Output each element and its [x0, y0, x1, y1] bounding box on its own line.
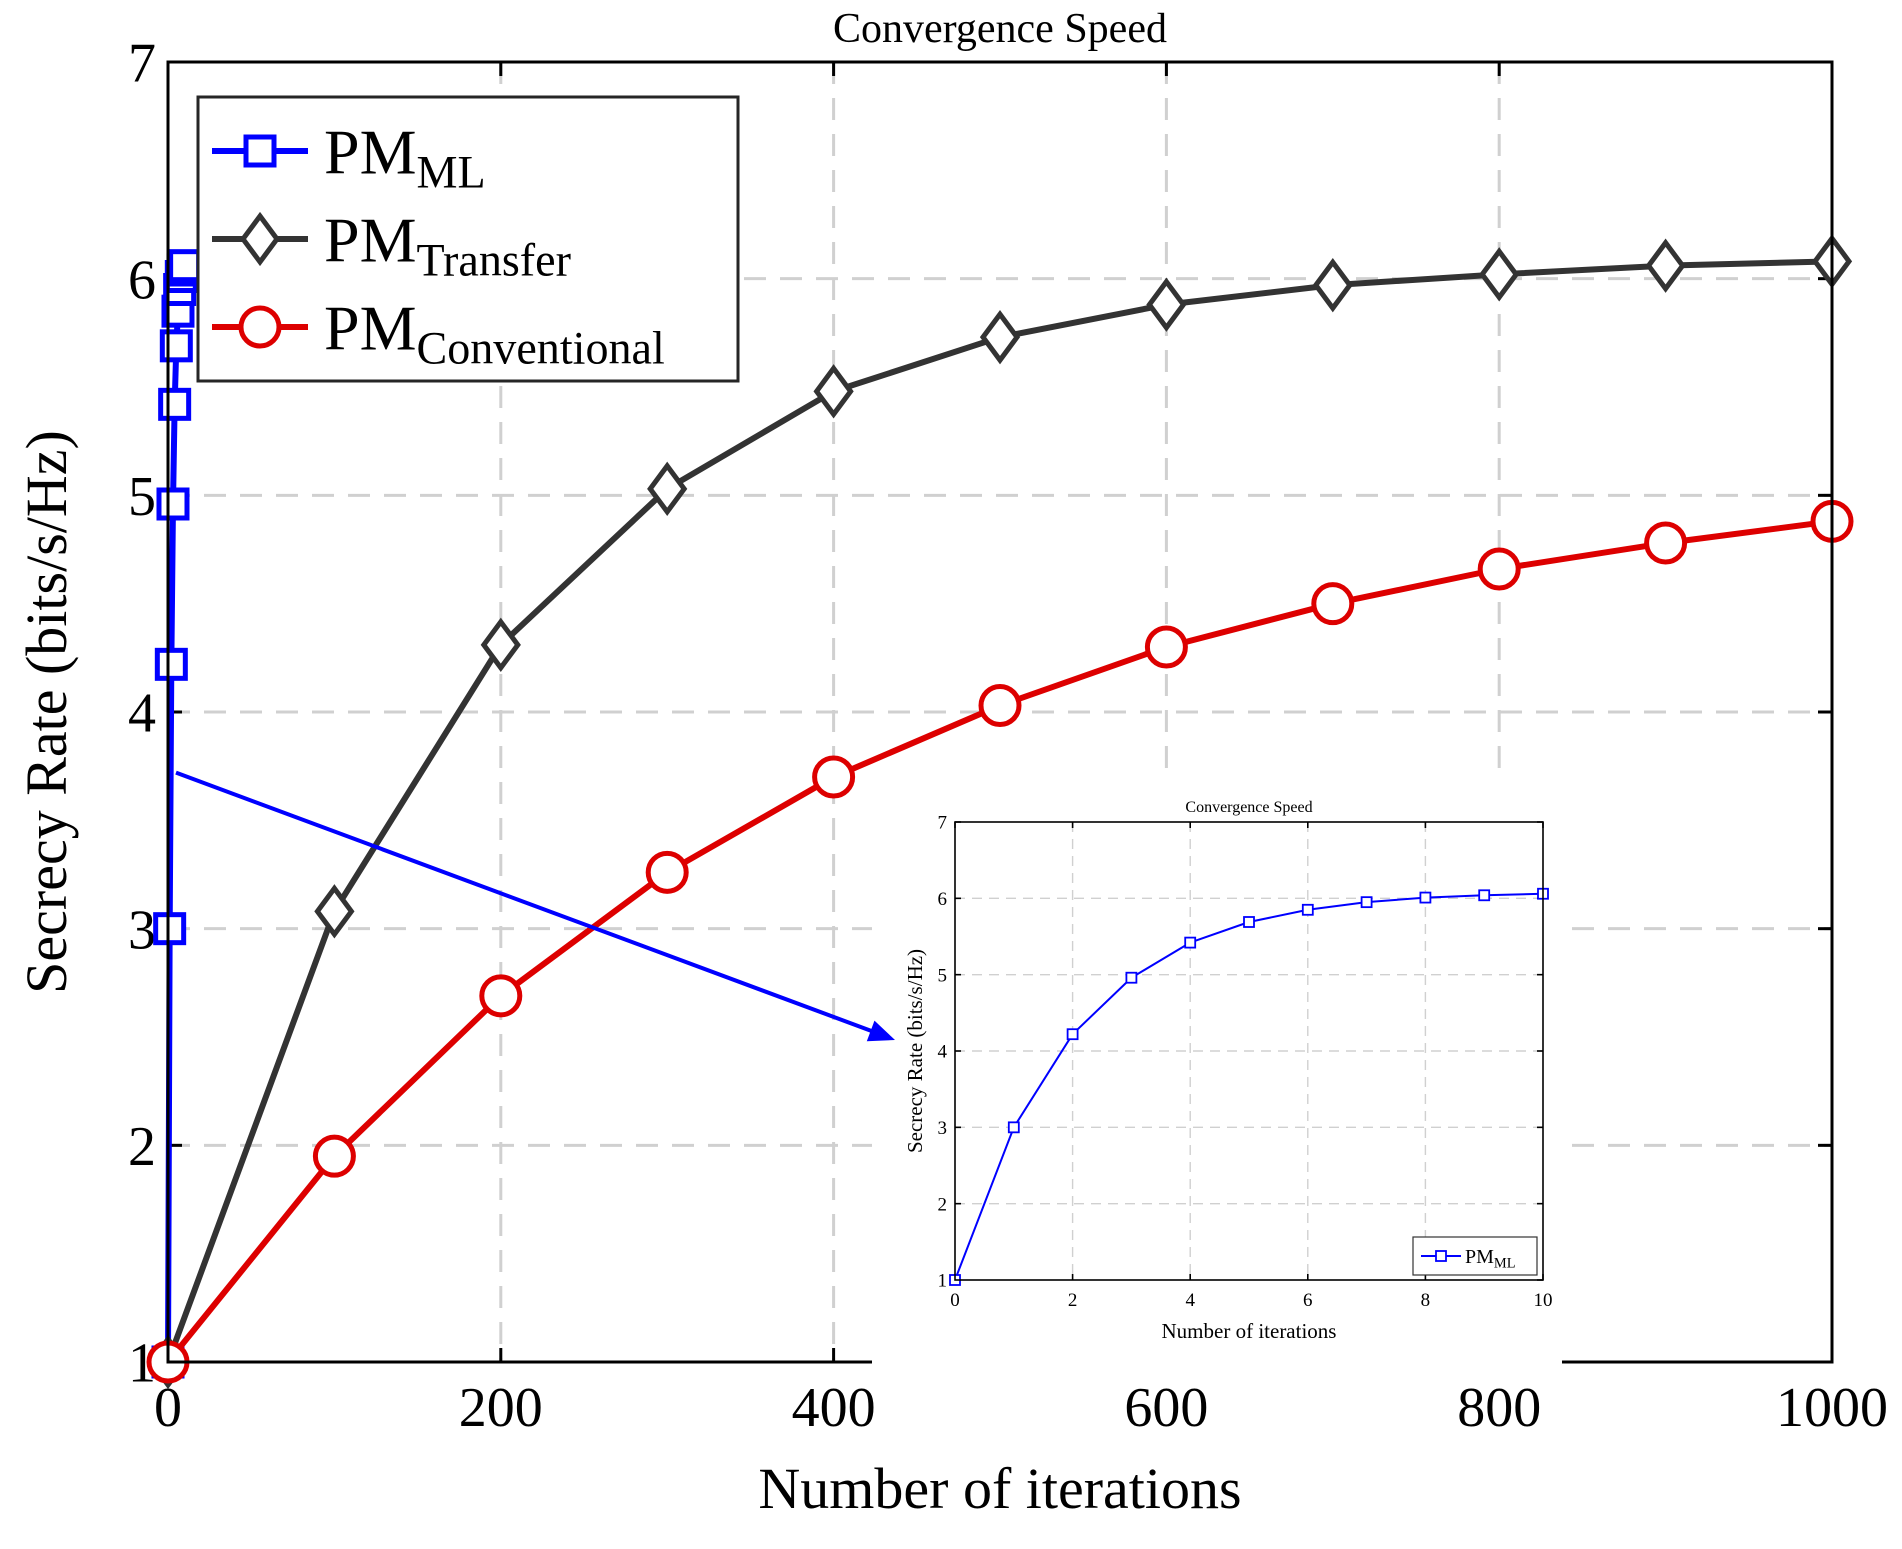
data-point: [1645, 238, 1686, 293]
data-point: [314, 884, 355, 939]
y-tick-label: 5: [938, 965, 948, 986]
data-point: [1184, 936, 1197, 949]
data-point: [1644, 521, 1688, 565]
x-tick-label: 1000: [1776, 1377, 1888, 1439]
legend-item: PMConventional: [212, 292, 665, 373]
y-tick-label: 3: [128, 899, 156, 961]
data-point: [1477, 547, 1521, 591]
legend-label: PMConventional: [324, 292, 665, 373]
data-point: [168, 249, 202, 283]
x-tick-label: 8: [1421, 1290, 1431, 1311]
data-point: [1146, 277, 1187, 332]
data-point: [480, 617, 521, 672]
x-tick-label: 10: [1534, 1290, 1553, 1311]
legend-label-main: PM: [324, 204, 417, 275]
x-tick-label: 0: [950, 1290, 960, 1311]
x-tick-label: 600: [1124, 1377, 1208, 1439]
data-point: [1066, 1028, 1079, 1041]
x-tick-label: 200: [459, 1377, 543, 1439]
legend: PMML: [1412, 1236, 1538, 1276]
y-tick-label: 7: [128, 33, 156, 95]
legend-marker: [239, 211, 281, 267]
y-axis-label: Secrecy Rate (bits/s/Hz): [14, 430, 79, 994]
data-point: [479, 974, 523, 1018]
y-tick-label: 3: [938, 1118, 948, 1139]
data-point: [1144, 625, 1188, 669]
data-point: [153, 912, 187, 946]
legend-label-main: PM: [1465, 1246, 1494, 1268]
data-point: [1478, 889, 1491, 902]
data-point: [1311, 582, 1355, 626]
data-point: [1419, 891, 1432, 904]
legend-label-sub: Transfer: [417, 234, 571, 285]
y-tick-label: 1: [938, 1271, 948, 1292]
data-point: [1360, 896, 1373, 909]
x-tick-label: 2: [1068, 1290, 1078, 1311]
y-tick-label: 4: [128, 683, 156, 745]
x-axis-label: Number of iterations: [758, 1456, 1241, 1521]
y-tick-label: 2: [938, 1194, 948, 1215]
data-point: [645, 850, 689, 894]
x-tick-label: 800: [1457, 1377, 1541, 1439]
y-tick-label: 4: [938, 1042, 948, 1063]
legend-label: PMML: [324, 116, 486, 197]
data-point: [1243, 916, 1255, 928]
zoom-arrow-line: [175, 770, 886, 1038]
legend-label-main: PM: [324, 116, 417, 187]
data-point: [647, 461, 688, 516]
y-tick-label: 6: [938, 889, 948, 910]
axes-box: [954, 821, 1544, 1281]
legend-label: PMTransfer: [324, 204, 571, 285]
legend-label-main: PM: [324, 292, 417, 363]
y-tick-label: 2: [128, 1116, 156, 1178]
data-point: [813, 364, 854, 419]
y-axis-label: Secrecy Rate (bits/s/Hz): [903, 949, 927, 1153]
legend-label-sub: ML: [417, 146, 486, 197]
y-tick-label: 7: [938, 813, 948, 834]
legend-marker: [1435, 1250, 1447, 1262]
data-point: [312, 1134, 356, 1178]
data-point: [158, 387, 192, 421]
data-point: [1125, 971, 1138, 984]
legend-item: PMML: [1421, 1246, 1516, 1271]
chart-title: Convergence Speed: [1185, 799, 1312, 816]
data-point: [1301, 903, 1314, 916]
x-tick-label: 6: [1303, 1290, 1313, 1311]
y-tick-label: 6: [128, 249, 156, 311]
data-point: [1479, 247, 1520, 302]
data-point: [978, 684, 1022, 727]
zoom-arrow-head: [866, 1020, 895, 1042]
legend-item: PMML: [212, 116, 486, 197]
data-point: [154, 647, 188, 681]
legend-label-sub: Conventional: [417, 322, 665, 373]
data-point: [1007, 1121, 1020, 1134]
data-point: [156, 487, 190, 521]
legend-label: PMML: [1465, 1246, 1516, 1271]
data-point: [812, 755, 856, 799]
data-point: [979, 310, 1021, 365]
legend-marker: [238, 305, 282, 349]
chart-title: Convergence Speed: [833, 6, 1167, 52]
data-point: [1312, 258, 1353, 313]
legend-marker: [243, 134, 277, 168]
x-tick-label: 400: [792, 1377, 876, 1439]
legend-label-sub: ML: [1494, 1255, 1516, 1271]
legend-item: PMTransfer: [212, 204, 571, 285]
y-tick-label: 5: [128, 466, 156, 528]
x-axis-label: Number of iterations: [1162, 1319, 1337, 1343]
x-tick-label: 4: [1185, 1290, 1195, 1311]
